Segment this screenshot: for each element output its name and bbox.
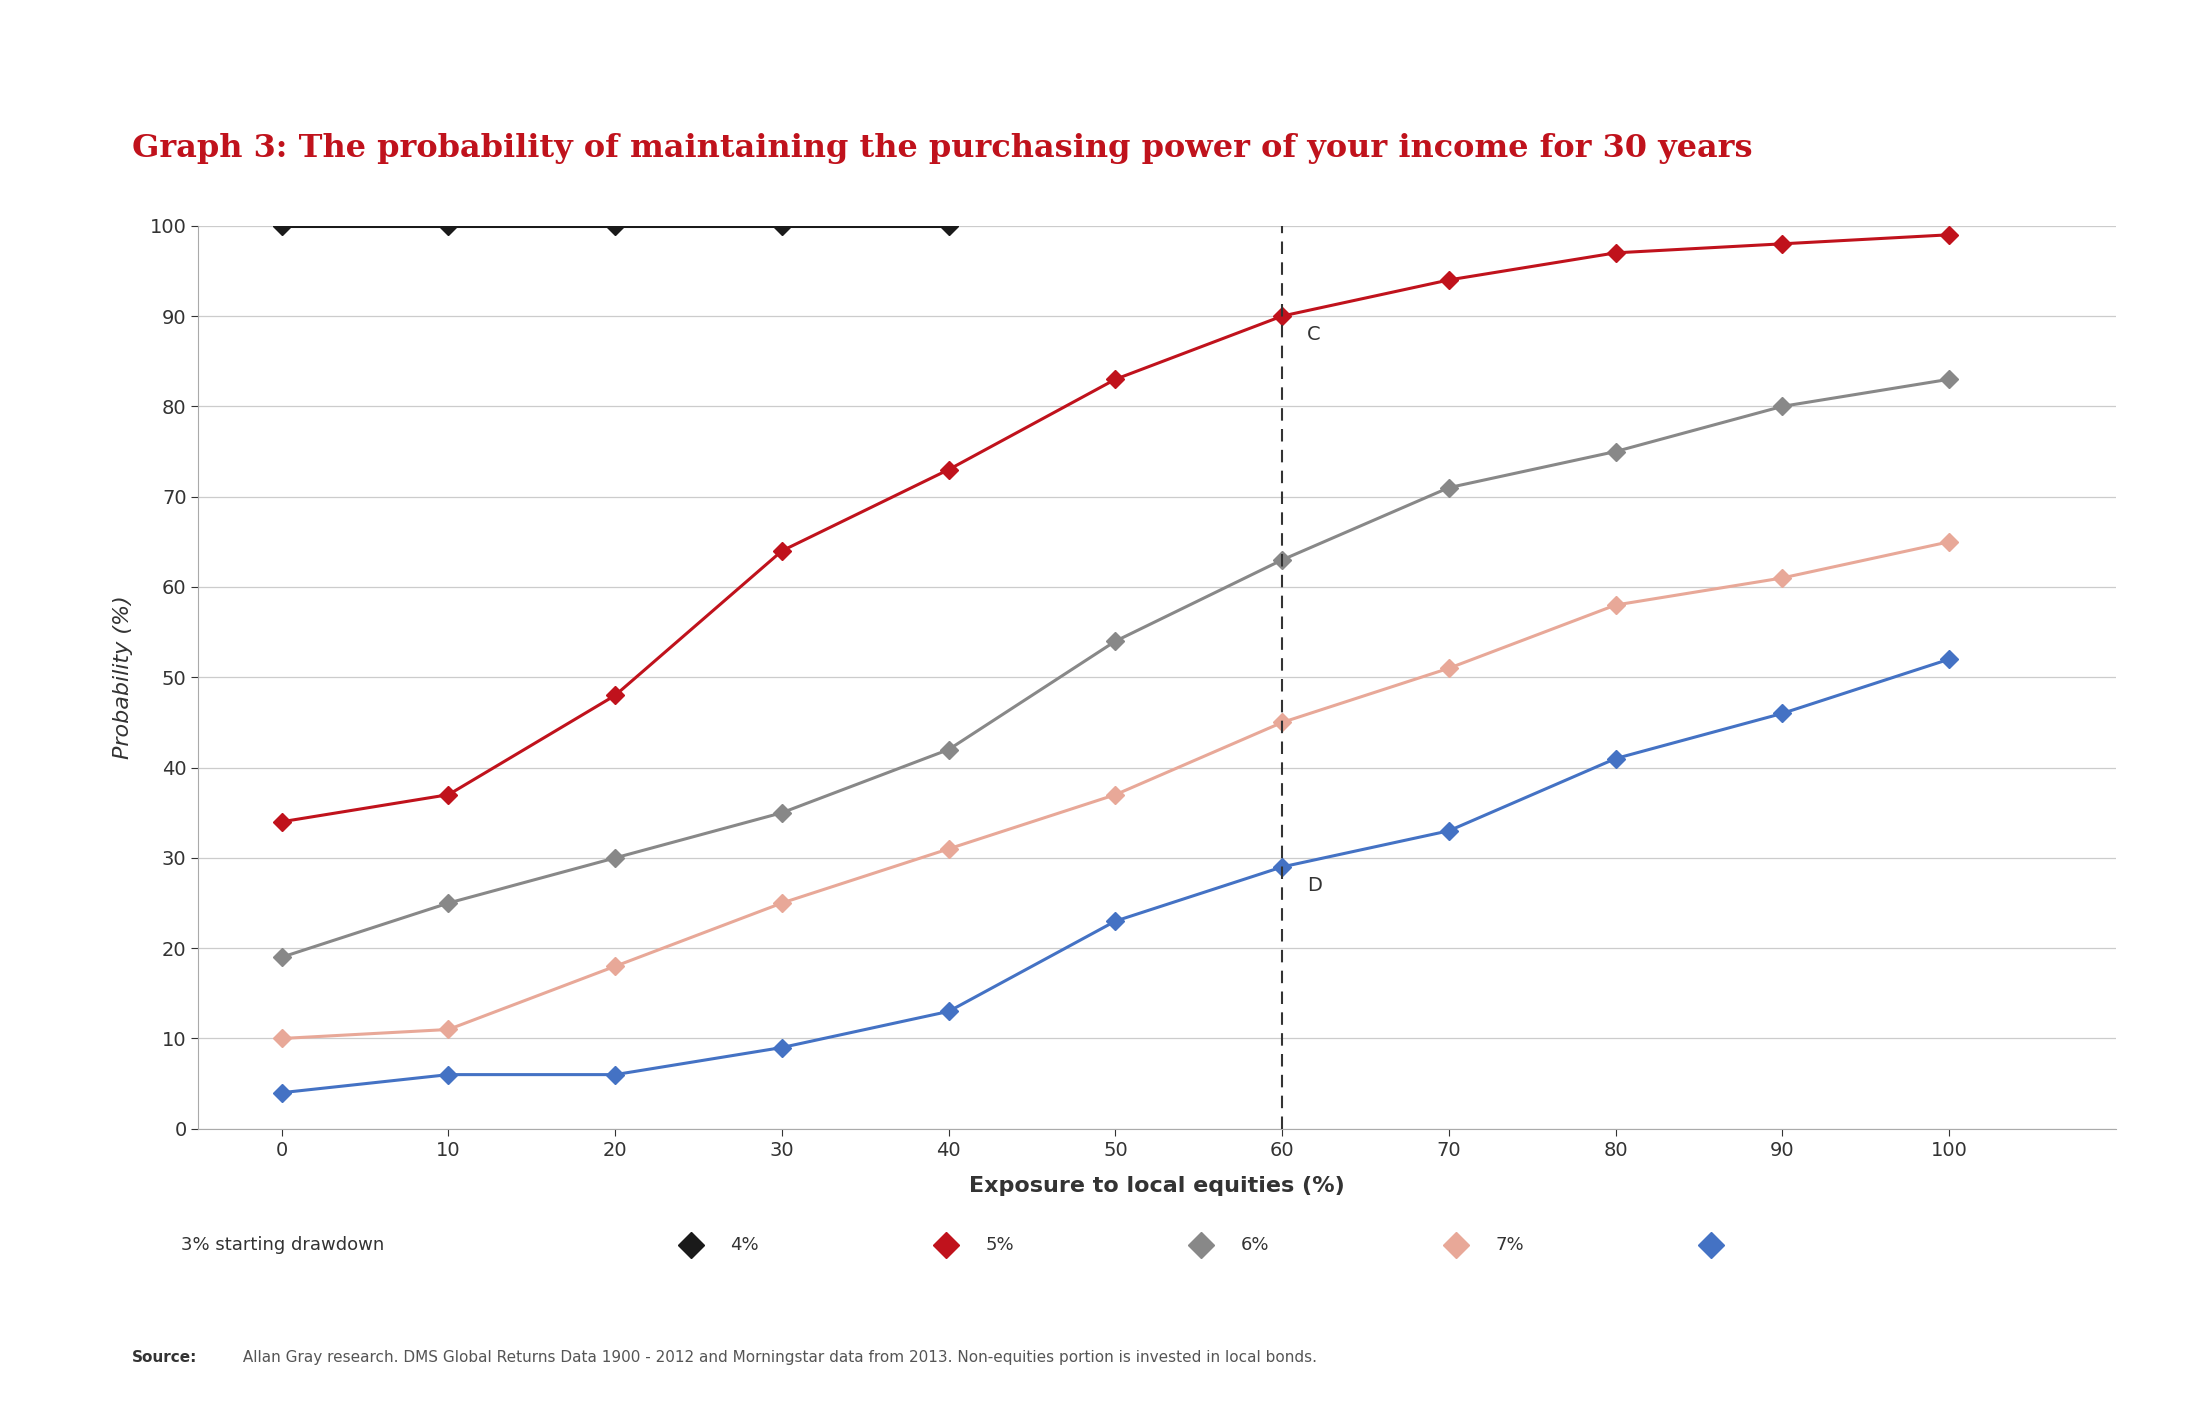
Text: C: C	[1307, 325, 1320, 344]
Text: 7%: 7%	[1497, 1236, 1525, 1254]
Text: Source:: Source:	[132, 1350, 198, 1364]
Text: 6%: 6%	[1241, 1236, 1270, 1254]
Text: 5%: 5%	[985, 1236, 1014, 1254]
X-axis label: Exposure to local equities (%): Exposure to local equities (%)	[970, 1177, 1344, 1197]
Text: 3% starting drawdown: 3% starting drawdown	[181, 1236, 383, 1254]
Text: D: D	[1307, 876, 1322, 895]
Text: Graph 3: The probability of maintaining the purchasing power of your income for : Graph 3: The probability of maintaining …	[132, 133, 1752, 164]
Text: Allan Gray research. DMS Global Returns Data 1900 - 2012 and Morningstar data fr: Allan Gray research. DMS Global Returns …	[238, 1350, 1318, 1364]
Text: 4%: 4%	[730, 1236, 758, 1254]
Y-axis label: Probability (%): Probability (%)	[112, 595, 132, 759]
